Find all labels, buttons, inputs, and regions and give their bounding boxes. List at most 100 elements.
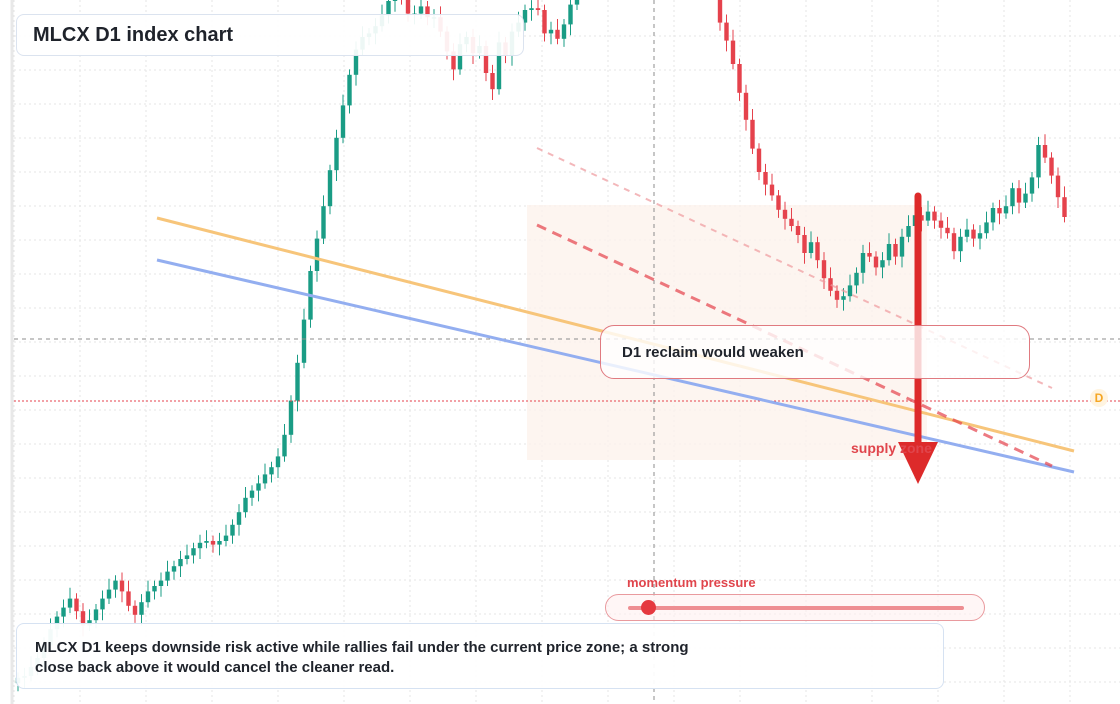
- candle: [217, 532, 222, 556]
- candle: [737, 58, 742, 101]
- candle-body: [100, 598, 105, 610]
- candle: [1029, 172, 1035, 202]
- candle: [834, 285, 840, 308]
- candle-body: [828, 278, 833, 291]
- candle: [178, 550, 183, 577]
- candle-body: [880, 260, 885, 268]
- candle: [321, 195, 326, 244]
- candle: [789, 208, 794, 232]
- candle-body: [418, 6, 424, 14]
- candle: [197, 534, 203, 559]
- candle-body: [210, 541, 216, 545]
- candle: [1010, 182, 1015, 215]
- candle-body: [568, 4, 573, 25]
- candle-body: [815, 242, 820, 261]
- candle-body: [269, 467, 274, 475]
- candle-body: [243, 497, 248, 513]
- candle: [717, 0, 723, 31]
- candle: [730, 29, 736, 70]
- candle-body: [392, 0, 398, 1]
- price-tag: D: [1090, 389, 1108, 407]
- candle-body: [782, 209, 788, 219]
- candle-body: [724, 22, 729, 41]
- candle: [113, 575, 118, 598]
- candle-body: [314, 238, 320, 271]
- candle-body: [451, 51, 456, 70]
- candle-body: [262, 474, 268, 484]
- candle-body: [106, 589, 112, 599]
- candle-body: [990, 208, 996, 223]
- candle: [958, 228, 963, 262]
- candle: [158, 572, 164, 597]
- candle-body: [113, 580, 118, 590]
- candle: [548, 21, 554, 45]
- candle: [126, 580, 131, 612]
- candle: [990, 202, 996, 231]
- momentum-knob: [641, 600, 657, 615]
- candle-body: [256, 483, 261, 491]
- candle: [893, 238, 898, 265]
- candle: [925, 200, 931, 226]
- candle: [243, 487, 248, 518]
- candle-body: [87, 620, 92, 626]
- candle: [1049, 152, 1054, 184]
- candle-body: [171, 566, 177, 572]
- candle-body: [763, 172, 768, 185]
- candle: [782, 201, 788, 230]
- candle: [1036, 136, 1041, 189]
- candle: [971, 224, 976, 247]
- momentum-label: momentum pressure: [627, 575, 756, 590]
- candle-body: [1010, 188, 1015, 207]
- candle: [1042, 134, 1048, 163]
- candle: [555, 19, 560, 45]
- candle: [256, 475, 261, 502]
- candle: [392, 0, 398, 12]
- lower-channel-line: [536, 223, 1053, 468]
- momentum-slider: [605, 594, 985, 621]
- candle: [340, 94, 346, 144]
- candle: [854, 267, 859, 294]
- candle: [977, 225, 983, 250]
- candle-body: [230, 524, 235, 536]
- note-box: MLCX D1 keeps downside risk active while…: [16, 623, 944, 689]
- candle: [724, 14, 729, 52]
- candle-body: [802, 235, 807, 253]
- candle-body: [886, 244, 892, 261]
- candle: [867, 242, 872, 262]
- candle-body: [1029, 177, 1035, 194]
- candle-body: [236, 512, 242, 525]
- page-title: MLCX D1 index chart: [33, 23, 234, 46]
- candle-body: [906, 226, 911, 237]
- candle: [542, 4, 547, 42]
- candle-body: [841, 296, 846, 300]
- candle: [223, 524, 229, 547]
- candle: [275, 448, 281, 478]
- candle-body: [522, 10, 528, 23]
- candle-body: [951, 233, 957, 252]
- candle: [815, 236, 820, 269]
- candle-body: [295, 362, 300, 401]
- zone-label: supply zone: [851, 440, 932, 456]
- candle-body: [490, 73, 495, 90]
- candle-body: [184, 555, 190, 559]
- candle-body: [561, 24, 567, 39]
- title-box: MLCX D1 index chart: [16, 14, 524, 56]
- candle: [165, 560, 170, 586]
- candle-body: [158, 580, 164, 586]
- candle-body: [347, 74, 352, 106]
- candle-body: [873, 256, 879, 268]
- candle: [906, 215, 911, 243]
- candle: [808, 231, 814, 259]
- candle-body: [548, 29, 554, 34]
- candle-body: [971, 229, 976, 239]
- candle: [1023, 182, 1028, 208]
- candle: [964, 218, 970, 243]
- candle-body: [854, 272, 859, 286]
- candle-body: [776, 195, 781, 210]
- candle: [1055, 167, 1061, 208]
- candle-body: [977, 233, 983, 239]
- candle-body: [191, 548, 196, 556]
- candle: [67, 587, 73, 613]
- candle-body: [93, 609, 99, 621]
- candle-body: [847, 285, 853, 297]
